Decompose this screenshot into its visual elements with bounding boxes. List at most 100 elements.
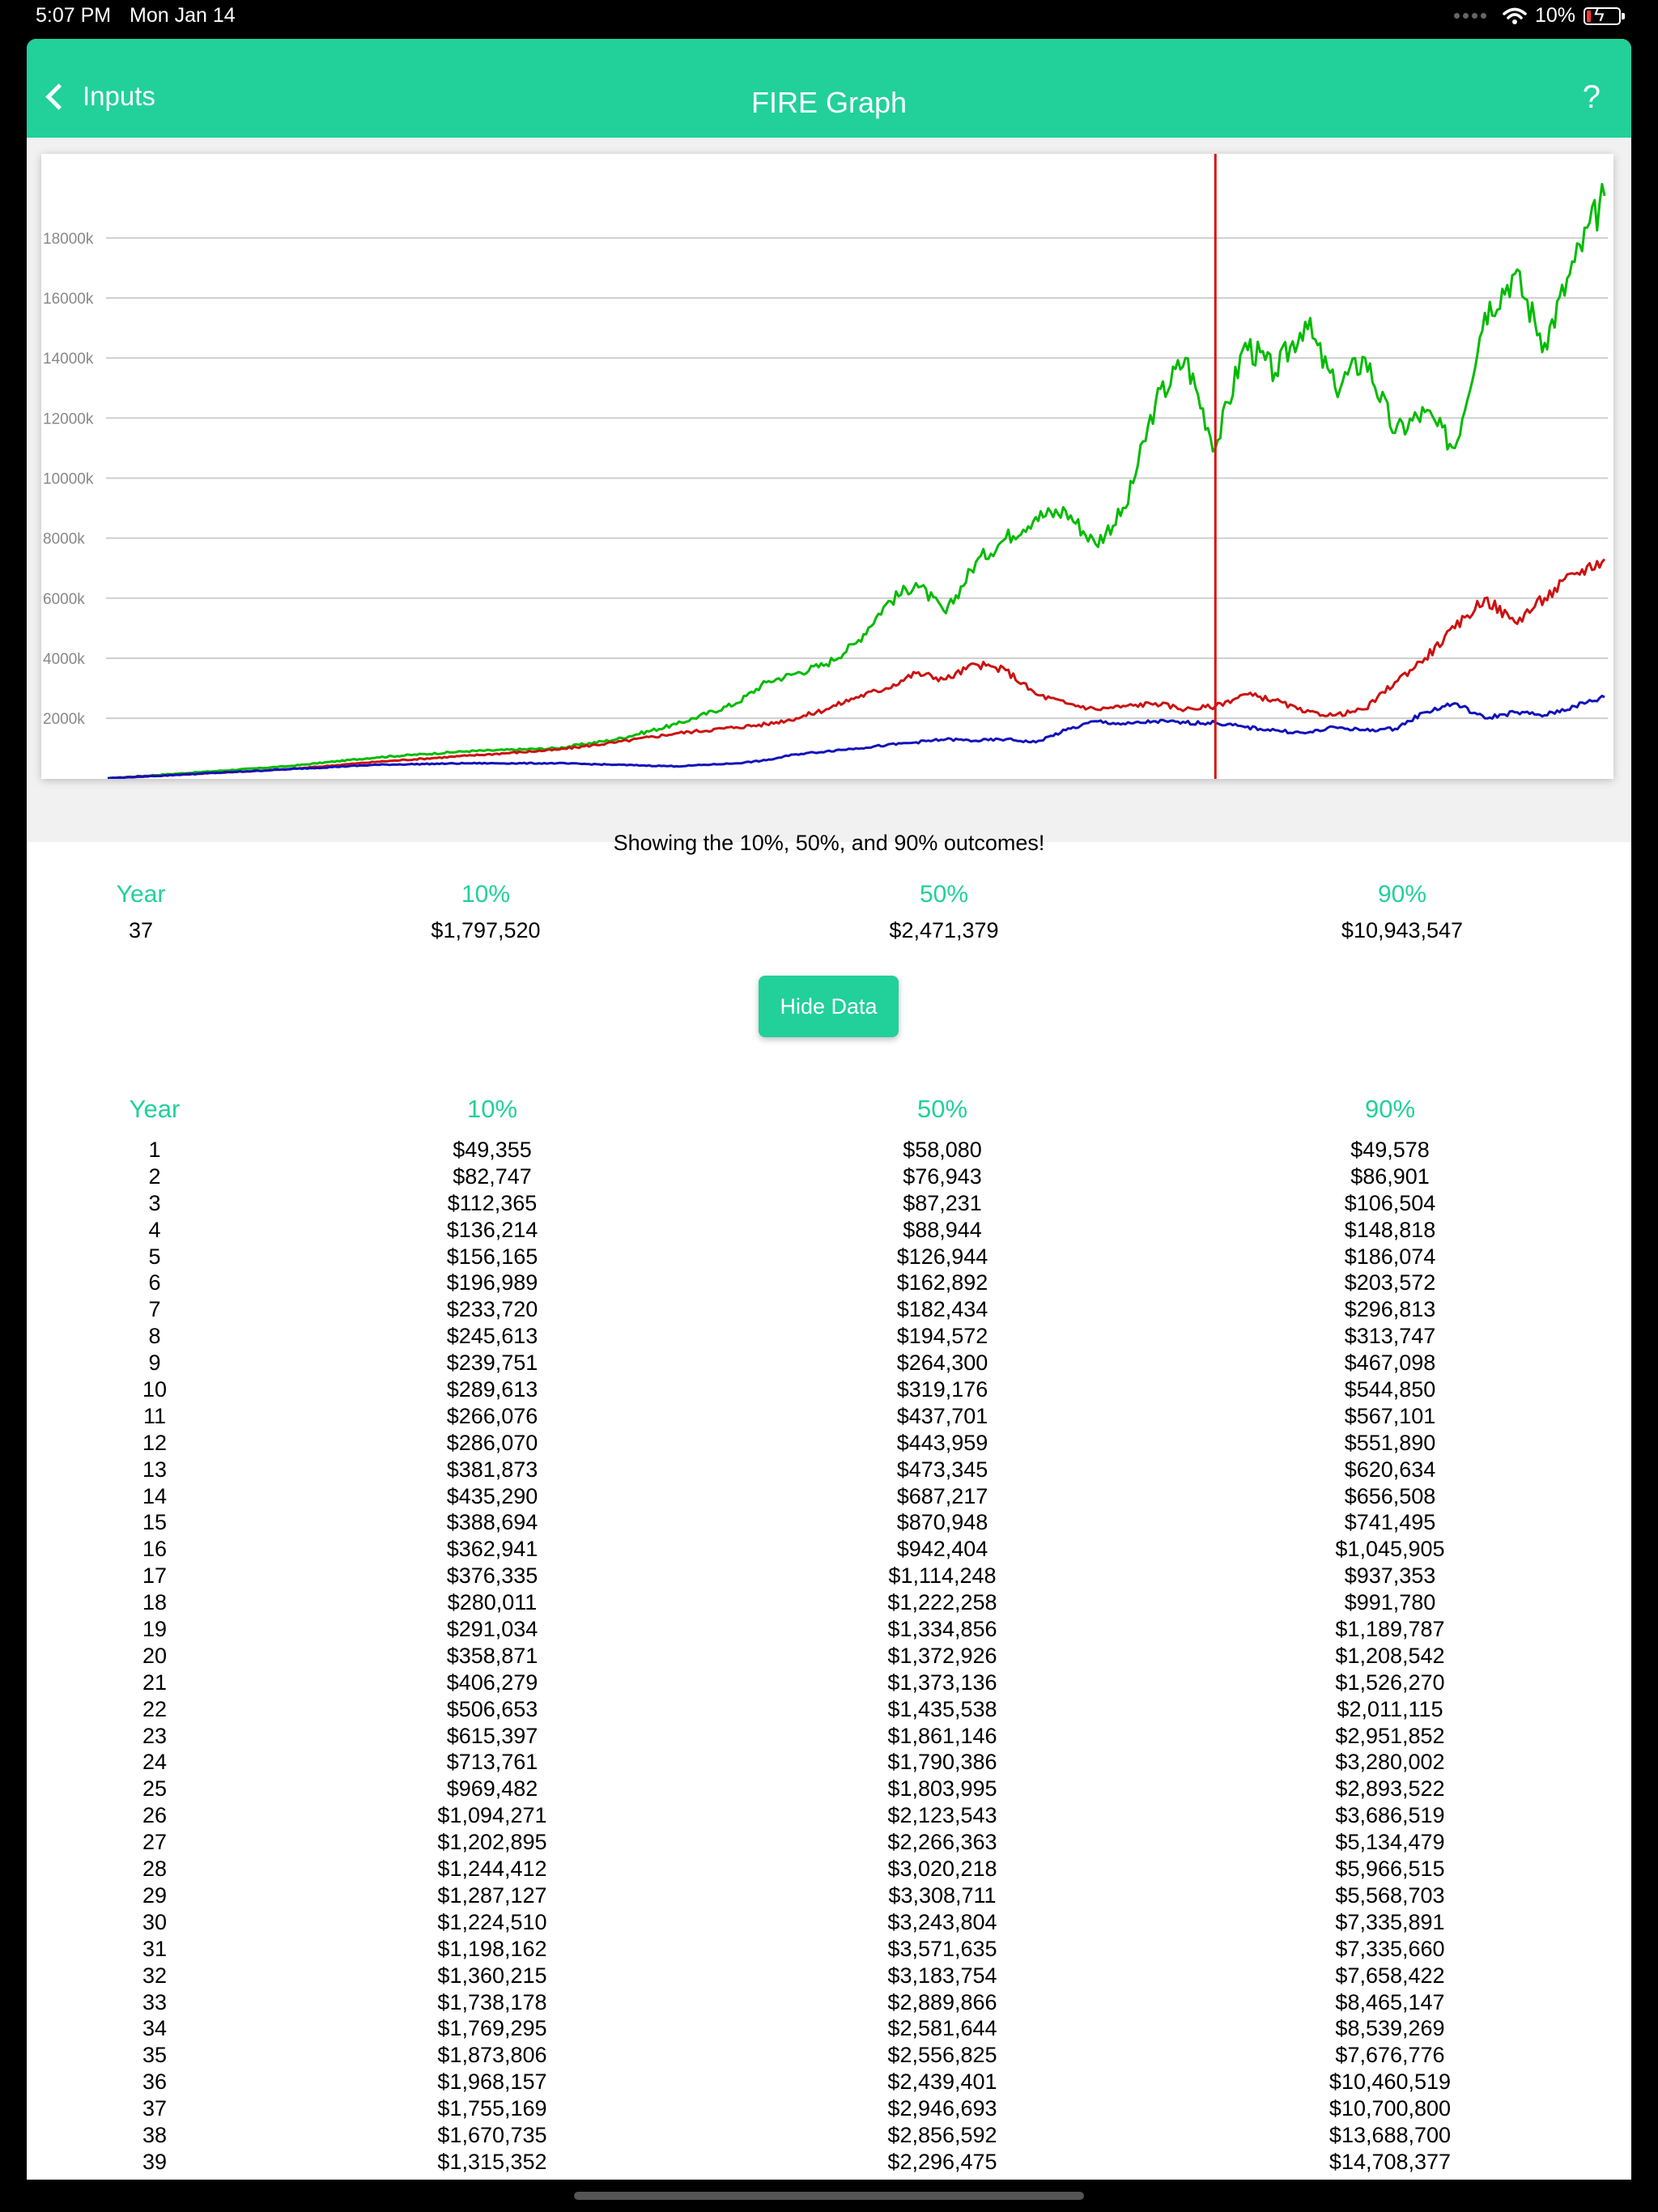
year-cell: 12 (142, 1430, 168, 1455)
table-row: 6 $196,989 $162,892 $203,572 (27, 1270, 1631, 1296)
value-50-cell: $473,345 (896, 1457, 988, 1482)
table-row: 23 $615,397 $1,861,146 $2,951,852 (27, 1723, 1631, 1750)
year-cell: 16 (142, 1537, 168, 1562)
value-90-cell: $567,101 (1344, 1403, 1436, 1428)
back-button[interactable]: Inputs (38, 81, 155, 112)
value-90-cell: $2,951,852 (1335, 1723, 1445, 1748)
year-cell: 29 (142, 1882, 168, 1908)
value-50-cell: $1,373,136 (887, 1670, 997, 1695)
year-cell: 33 (142, 1989, 168, 2014)
value-10-cell: $376,335 (446, 1563, 538, 1589)
value-10-cell: $1,968,157 (437, 2069, 547, 2095)
year-cell: 30 (142, 1909, 168, 1934)
y-tick-label: 14000k (43, 351, 94, 368)
table-row: 37 $1,755,169 $2,946,693 $10,700,800 (27, 2095, 1631, 2122)
y-tick-label: 8000k (43, 531, 85, 548)
value-10-cell: $1,769,295 (437, 2016, 547, 2041)
table-row: 24 $713,761 $1,790,386 $3,280,002 (27, 1749, 1631, 1776)
value-50-cell: $2,123,543 (887, 1803, 997, 1828)
value-10-cell: $136,214 (446, 1217, 538, 1242)
year-cell: 18 (142, 1590, 168, 1615)
home-indicator[interactable] (574, 2192, 1084, 2200)
value-50-cell: $182,434 (896, 1297, 988, 1322)
value-90-cell: $148,818 (1344, 1217, 1436, 1242)
year-cell: 34 (142, 2016, 168, 2041)
value-90-cell: $203,572 (1344, 1270, 1436, 1295)
table-row: 36 $1,968,157 $2,439,401 $10,460,519 (27, 2069, 1631, 2095)
table-row: 10 $289,613 $319,176 $544,850 (27, 1376, 1631, 1403)
year-cell: 22 (142, 1696, 168, 1721)
value-50-cell: $58,080 (903, 1138, 982, 1162)
value-90-cell: $7,658,422 (1335, 1963, 1445, 1988)
hide-data-button[interactable]: Hide Data (759, 976, 899, 1037)
year-cell: 7 (148, 1297, 161, 1322)
table-header-year: Year (129, 1095, 181, 1123)
value-90-cell: $551,890 (1344, 1430, 1436, 1455)
year-cell: 25 (142, 1776, 168, 1802)
value-50-cell: $2,556,825 (887, 2043, 997, 2068)
value-10-cell: $435,290 (446, 1483, 538, 1508)
value-10-cell: $713,761 (446, 1750, 538, 1775)
value-50-cell: $3,243,804 (887, 1909, 997, 1934)
value-90-cell: $13,688,700 (1329, 2122, 1452, 2147)
value-50-cell: $126,944 (896, 1244, 988, 1269)
year-cell: 8 (148, 1324, 161, 1349)
value-90-cell: $186,074 (1344, 1244, 1436, 1269)
value-50-cell: $76,943 (903, 1163, 982, 1189)
summary-header-50: 50% (919, 881, 969, 908)
y-tick-label: 2000k (43, 711, 85, 728)
value-10-cell: $1,244,412 (437, 1857, 547, 1882)
y-tick-label: 6000k (43, 591, 85, 608)
value-10-cell: $49,355 (453, 1138, 532, 1162)
value-10-cell: $1,315,352 (437, 2149, 547, 2174)
value-50-cell: $437,701 (896, 1403, 988, 1428)
year-cell: 37 (142, 2096, 168, 2121)
value-90-cell: $49,578 (1350, 1138, 1430, 1162)
value-50-cell: $443,959 (896, 1430, 988, 1455)
value-90-cell: $5,134,479 (1335, 1830, 1445, 1855)
table-row: 20 $358,871 $1,372,926 $1,208,542 (27, 1643, 1631, 1670)
chart-caption: Showing the 10%, 50%, and 90% outcomes! (613, 831, 1045, 855)
value-50-cell: $2,296,475 (887, 2149, 997, 2174)
value-90-cell: $14,708,377 (1329, 2149, 1452, 2174)
value-90-cell: $86,901 (1350, 1163, 1430, 1189)
year-cell: 2 (148, 1163, 161, 1189)
value-50-cell: $2,266,363 (887, 1830, 997, 1855)
table-row: 31 $1,198,162 $3,571,635 $7,335,660 (27, 1936, 1631, 1963)
table-row: 5 $156,165 $126,944 $186,074 (27, 1244, 1631, 1270)
value-10-cell: $1,094,271 (437, 1803, 547, 1828)
table-header-10: 10% (466, 1095, 518, 1123)
app-window: Inputs FIRE Graph ? 2000k 4000k 6000k 8000k… (27, 39, 1631, 2180)
value-50-cell: $88,944 (903, 1217, 982, 1242)
table-row: 9 $239,751 $264,300 $467,098 (27, 1350, 1631, 1376)
value-50-cell: $870,948 (896, 1510, 988, 1535)
summary-header-10: 10% (461, 881, 511, 908)
value-10-cell: $615,397 (446, 1723, 538, 1748)
value-90-cell: $5,966,515 (1335, 1857, 1445, 1882)
summary-value-10: $1,797,520 (431, 918, 541, 942)
table-header-90: 90% (1364, 1095, 1416, 1123)
value-10-cell: $1,287,127 (437, 1882, 547, 1908)
year-cell: 15 (142, 1510, 168, 1535)
help-button[interactable]: ? (1582, 79, 1601, 115)
value-90-cell: $10,700,800 (1329, 2096, 1452, 2121)
value-90-cell: $296,813 (1344, 1297, 1436, 1322)
value-10-cell: $1,224,510 (437, 1909, 547, 1934)
back-button-label: Inputs (83, 81, 155, 111)
value-10-cell: $82,747 (453, 1163, 532, 1189)
value-10-cell: $1,873,806 (437, 2043, 547, 2068)
year-cell: 26 (142, 1803, 168, 1828)
value-10-cell: $1,755,169 (437, 2096, 547, 2121)
value-50-cell: $687,217 (896, 1483, 988, 1508)
status-right: 10% ϟ (1453, 4, 1625, 28)
value-10-cell: $506,653 (446, 1696, 538, 1721)
table-row: 26 $1,094,271 $2,123,543 $3,686,519 (27, 1802, 1631, 1829)
status-bar: 5:07 PM Mon Jan 14 10% ϟ (0, 0, 1658, 39)
value-90-cell: $3,280,002 (1335, 1750, 1445, 1775)
value-90-cell: $106,504 (1344, 1190, 1436, 1215)
value-10-cell: $233,720 (446, 1297, 538, 1322)
value-90-cell: $2,893,522 (1335, 1776, 1445, 1802)
value-90-cell: $544,850 (1344, 1377, 1436, 1402)
value-10-cell: $362,941 (446, 1537, 538, 1562)
year-cell: 3 (148, 1190, 161, 1215)
